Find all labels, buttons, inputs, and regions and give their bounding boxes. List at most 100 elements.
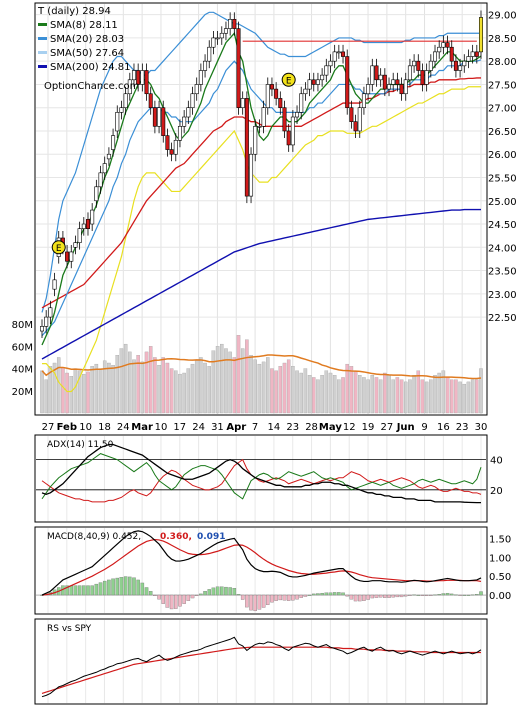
macd-tick-label: 1.50 — [489, 534, 511, 545]
candle-body — [223, 28, 228, 34]
macd-histogram-bar — [424, 594, 429, 596]
candle-body — [353, 121, 358, 132]
legend-label: SMA(200) 24.81 — [50, 62, 131, 73]
macd-histogram-bar — [395, 594, 400, 598]
candle-body — [194, 84, 199, 95]
volume-bar — [370, 375, 375, 414]
adx-level-label: 40 — [490, 456, 503, 467]
earnings-marker-label: E — [56, 244, 62, 254]
volume-bar — [207, 366, 211, 414]
macd-signal-label: 0.360, — [160, 532, 192, 542]
macd-histogram-bar — [458, 594, 462, 596]
candle-body — [98, 172, 103, 188]
x-tick-label: 10 — [155, 422, 168, 433]
macd-histogram-bar — [312, 593, 316, 596]
volume-bar — [102, 360, 107, 414]
volume-bar — [403, 381, 408, 414]
price-tick-label: 26.50 — [488, 127, 517, 138]
earnings-events: EE — [51, 72, 296, 255]
volume-bar — [86, 371, 90, 414]
candle-body — [69, 251, 74, 262]
macd-histogram-bar — [232, 588, 237, 596]
candle-body — [315, 79, 320, 85]
price-tick-label: 25.00 — [488, 197, 517, 208]
macd-histogram-bar — [253, 594, 257, 612]
volume-bar — [416, 370, 421, 414]
volume-bar — [98, 368, 103, 414]
macd-histogram-bar — [307, 594, 312, 596]
macd-histogram-bar — [73, 585, 78, 596]
candle-body — [299, 93, 304, 113]
volume-bar — [199, 357, 203, 414]
volume-bar — [144, 351, 149, 414]
volume-bar — [316, 379, 320, 414]
volume-bar — [475, 379, 479, 414]
volume-bar — [73, 368, 78, 414]
candle-body — [433, 51, 438, 62]
candle-body — [106, 153, 111, 160]
candle-body — [161, 107, 166, 136]
volume-bar — [424, 381, 429, 414]
volume-bar — [307, 375, 312, 414]
macd-histogram-bar — [299, 594, 303, 598]
volume-bar — [387, 375, 391, 414]
macd-histogram-bar — [190, 594, 195, 599]
volume-bar — [148, 346, 153, 414]
candle-body — [336, 51, 341, 54]
adx-panel: 40 20 — [36, 443, 503, 504]
volume-bar — [94, 363, 99, 414]
candle-body — [169, 149, 174, 155]
chart-title: T (daily) 28.94 — [37, 6, 111, 17]
candle-body — [437, 46, 442, 53]
minus-di-line — [41, 458, 482, 503]
macd-histogram-bar — [165, 594, 170, 608]
candle-body — [39, 326, 44, 332]
volume-bar — [165, 362, 170, 414]
volume-bar — [391, 379, 395, 414]
volume-bar — [240, 348, 245, 414]
volume-bar — [345, 363, 349, 414]
volume-bar — [378, 379, 383, 414]
macd-histogram-bar — [475, 594, 479, 596]
bollinger-upper-line — [41, 11, 481, 313]
candle-body — [324, 65, 329, 76]
candle-body — [77, 228, 82, 243]
price-tick-label: 27.00 — [488, 104, 517, 115]
gridlines — [36, 4, 486, 703]
macd-histogram-bar — [449, 593, 454, 596]
candle-body — [453, 60, 458, 71]
volume-bar — [111, 365, 115, 414]
macd-panel: 1.50 1.00 0.50 0.00 — [36, 530, 511, 612]
macd-histogram-bar — [470, 594, 475, 596]
candle-body — [182, 116, 187, 127]
macd-histogram-bar — [316, 593, 320, 596]
volume-bar — [245, 339, 249, 414]
candle-body — [228, 19, 233, 29]
macd-histogram-bar — [220, 586, 224, 596]
volume-bar — [295, 370, 299, 414]
candle-body — [370, 65, 375, 85]
volume-bar — [299, 372, 303, 414]
candle-body — [240, 98, 245, 109]
candle-body — [119, 107, 124, 113]
volume-bar — [341, 377, 345, 414]
volume-bar — [358, 375, 362, 414]
x-tick-label: 24 — [117, 422, 130, 433]
macd-histogram-bar — [408, 594, 412, 596]
candle-body — [290, 116, 295, 146]
volume-bar — [82, 373, 86, 414]
volume-bar — [69, 376, 74, 414]
volume-bar — [408, 379, 412, 414]
candle-body — [269, 84, 274, 90]
volume-bar — [328, 372, 333, 414]
candle-body — [295, 112, 300, 118]
volume-bar — [123, 343, 128, 414]
macd-histogram-bar — [82, 585, 86, 596]
macd-histogram-bar — [353, 594, 358, 602]
candle-body — [236, 28, 241, 109]
macd-histogram-bar — [215, 586, 220, 596]
candle-body — [115, 112, 120, 132]
volume-bar — [178, 373, 182, 414]
volume-bar — [140, 361, 145, 414]
